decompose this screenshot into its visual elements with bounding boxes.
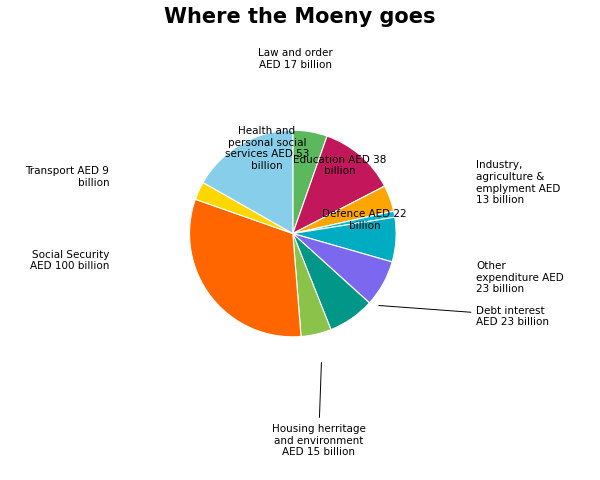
Wedge shape	[293, 137, 385, 234]
Wedge shape	[293, 234, 392, 303]
Wedge shape	[196, 183, 293, 234]
Text: Transport AED 9
billion: Transport AED 9 billion	[25, 166, 109, 188]
Wedge shape	[293, 234, 370, 330]
Wedge shape	[293, 131, 327, 234]
Text: Other
expenditure AED
23 billion: Other expenditure AED 23 billion	[476, 261, 564, 294]
Text: Law and order
AED 17 billion: Law and order AED 17 billion	[259, 48, 333, 70]
Text: Defence AED 22
billion: Defence AED 22 billion	[322, 209, 407, 230]
Text: Education AED 38
billion: Education AED 38 billion	[293, 155, 387, 176]
Text: Industry,
agriculture &
emplyment AED
13 billion: Industry, agriculture & emplyment AED 13…	[476, 160, 561, 205]
Text: Housing herritage
and environment
AED 15 billion: Housing herritage and environment AED 15…	[272, 363, 365, 456]
Text: Health and
personal social
services AED 53
billion: Health and personal social services AED …	[225, 126, 309, 170]
Wedge shape	[190, 200, 301, 337]
Title: Where the Moeny goes: Where the Moeny goes	[164, 7, 436, 26]
Wedge shape	[293, 218, 396, 263]
Wedge shape	[203, 131, 293, 234]
Wedge shape	[293, 187, 394, 234]
Text: Social Security
AED 100 billion: Social Security AED 100 billion	[30, 249, 109, 271]
Text: Debt interest
AED 23 billion: Debt interest AED 23 billion	[379, 305, 550, 326]
Wedge shape	[293, 234, 331, 337]
Wedge shape	[293, 212, 395, 234]
